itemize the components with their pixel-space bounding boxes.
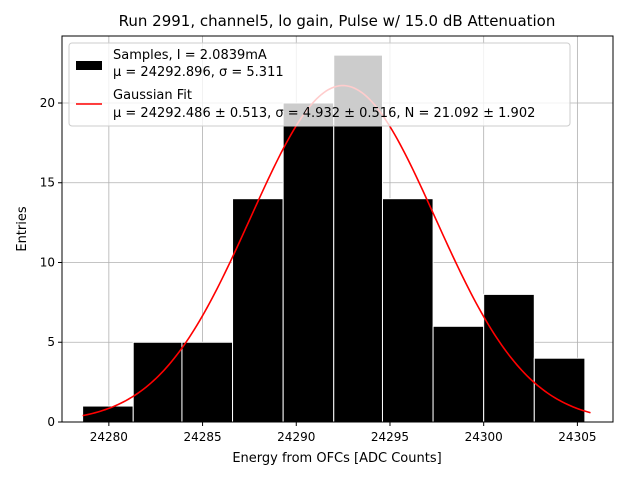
- legend-box: [68, 42, 571, 127]
- histogram-bar: [432, 325, 485, 423]
- histogram-bar: [282, 102, 335, 423]
- histogram-bar: [381, 198, 434, 423]
- x-tick-label: 24280: [90, 430, 128, 444]
- y-axis-label: Entries: [15, 206, 30, 252]
- y-tick-label: 0: [47, 415, 55, 429]
- x-tick-label: 24285: [183, 430, 221, 444]
- x-axis-label: Energy from OFCs [ADC Counts]: [232, 451, 441, 466]
- y-tick-label: 15: [40, 176, 55, 190]
- legend-samples-line1: Samples, I = 2.0839mA: [113, 48, 267, 63]
- legend-samples-line2: μ = 24292.896, σ = 5.311: [113, 65, 284, 80]
- histogram-bar: [132, 341, 183, 423]
- histogram-bar: [483, 293, 535, 423]
- legend-samples-swatch: [76, 61, 102, 70]
- x-axis-ticks: 24280 24285 24290 24295 24300 24305: [90, 422, 596, 444]
- legend: Samples, I = 2.0839mA μ = 24292.896, σ =…: [68, 42, 571, 127]
- y-tick-label: 10: [40, 255, 55, 269]
- x-tick-label: 24305: [558, 430, 596, 444]
- x-tick-label: 24300: [465, 430, 503, 444]
- legend-fit-line1: Gaussian Fit: [113, 88, 192, 103]
- y-tick-label: 5: [47, 335, 55, 349]
- y-tick-label: 20: [40, 96, 55, 110]
- plot-frame: [61, 35, 614, 423]
- x-tick-label: 24290: [277, 430, 315, 444]
- legend-fit-line2: μ = 24292.486 ± 0.513, σ = 4.932 ± 0.516…: [113, 106, 535, 121]
- x-tick-label: 24295: [371, 430, 409, 444]
- histogram-bar: [181, 341, 234, 423]
- histogram-bar: [533, 357, 586, 423]
- y-axis-ticks: 0 5 10 15 20: [40, 96, 62, 429]
- chart-title: Run 2991, channel5, lo gain, Pulse w/ 15…: [119, 12, 556, 30]
- histogram-bar: [232, 198, 284, 423]
